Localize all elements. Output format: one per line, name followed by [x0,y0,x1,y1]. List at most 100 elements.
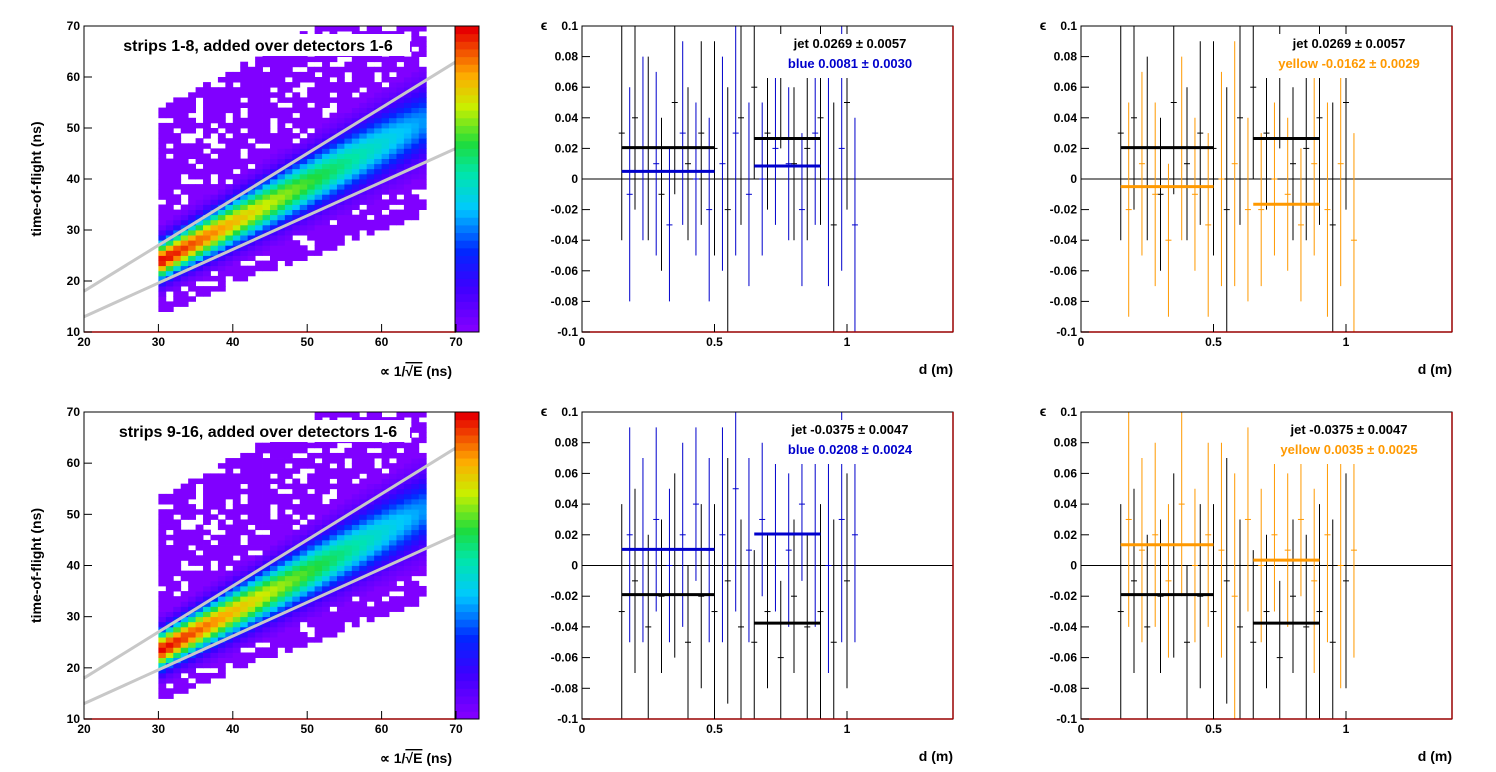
heatmap-bin [381,570,390,577]
heatmap-bin [195,265,204,272]
heatmap-bin [270,107,278,114]
heatmap-bin [247,514,256,520]
heatmap-bin [277,545,286,551]
heatmap-bin [255,560,263,566]
heatmap-bin [374,82,382,88]
heatmap-bin [247,545,256,551]
heatmap-bin [247,616,256,623]
heatmap-bin [403,92,412,98]
panel-title: strips 9-16, added over detectors 1-6 [119,424,397,441]
heatmap-bin [203,591,211,597]
heatmap-bin [307,163,316,170]
heatmap-bin [173,194,182,200]
heatmap-bin [389,194,397,200]
heatmap-bin [336,539,345,546]
heatmap-bin [299,112,308,119]
heatmap-bin [262,265,271,272]
y-tick-label: 70 [67,19,81,33]
heatmap-bin [292,56,301,63]
heatmap-bin [322,158,330,165]
heatmap-bin [225,534,234,541]
heatmap-bin [396,26,405,32]
heatmap-bin [284,452,293,459]
heatmap-bin [270,606,278,612]
heatmap-bin [359,442,368,449]
heatmap-bin [247,148,256,154]
heatmap-bin [411,102,420,108]
heatmap-bin [255,97,263,103]
heatmap-bin [247,652,256,658]
heatmap-bin [180,128,189,134]
heatmap-bin [389,545,397,551]
heatmap-bin [411,539,420,546]
heatmap-bin [381,493,390,500]
heatmap-bin [180,616,189,623]
heatmap-bin [336,26,345,32]
heatmap-bin [158,529,167,536]
heatmap-bin [173,688,182,694]
heatmap-bin [173,565,182,572]
heatmap-bin [381,442,390,449]
heatmap-bin [180,632,189,638]
heatmap-bin [165,122,174,129]
heatmap-bin [158,133,167,139]
heatmap-bin [359,71,368,78]
heatmap-bin [351,117,360,124]
heatmap-bin [180,637,189,643]
heatmap-bin [381,498,390,505]
heatmap-bin [366,168,375,175]
heatmap-bin [322,519,330,525]
heatmap-bin [158,632,167,638]
heatmap-bin [203,235,211,241]
heatmap-bin [188,194,196,200]
heatmap-bin [270,56,278,63]
heatmap-bin [225,77,234,83]
heatmap-bin [247,458,256,464]
heatmap-bin [396,189,405,195]
heatmap-bin [203,286,211,292]
heatmap-bin [173,143,182,149]
color-bar-segment [455,465,479,474]
heatmap-bin [322,133,330,139]
heatmap-bin [359,468,368,474]
heatmap-bin [240,71,249,78]
heatmap-bin [262,184,271,190]
heatmap-bin [322,555,330,561]
x-tick-label: 0.5 [1205,335,1222,349]
heatmap-bin [307,570,316,577]
heatmap-bin [277,184,286,190]
heatmap-bin [292,148,301,154]
heatmap-bin [351,458,360,464]
heatmap-bin [232,260,241,267]
heatmap-bin [255,637,263,643]
heatmap-bin [158,662,167,669]
heatmap-bin [322,163,330,170]
heatmap-bin [403,545,412,551]
heatmap-bin [188,296,196,302]
heatmap-bin [255,442,263,449]
heatmap-bin [403,82,412,88]
asymmetry-panel-4: 0 0.5 1-0.1-0.08-0.06-0.04-0.0200.020.040.… [541,403,954,764]
heatmap-bin [292,224,301,231]
heatmap-bin [307,199,316,205]
heatmap-bin [217,275,226,282]
heatmap-bin [188,250,196,256]
heatmap-bin [314,570,323,577]
heatmap-bin [225,550,234,556]
heatmap-bin [173,291,182,297]
heatmap-bin [389,82,397,88]
color-bar-segment [455,680,479,689]
heatmap-bin [165,616,174,623]
y-tick-label: 10 [67,712,81,726]
heatmap-bin [255,611,263,618]
heatmap-bin [359,417,368,423]
heatmap-bin [195,286,204,292]
heatmap-bin [292,642,301,648]
heatmap-bin [299,31,308,37]
heatmap-bin [314,463,323,469]
heatmap-bin [225,122,234,129]
heatmap-bin [396,107,405,114]
x-axis-label: d (m) [1418,748,1452,764]
heatmap-bin [322,219,330,226]
heatmap-bin [322,447,330,454]
